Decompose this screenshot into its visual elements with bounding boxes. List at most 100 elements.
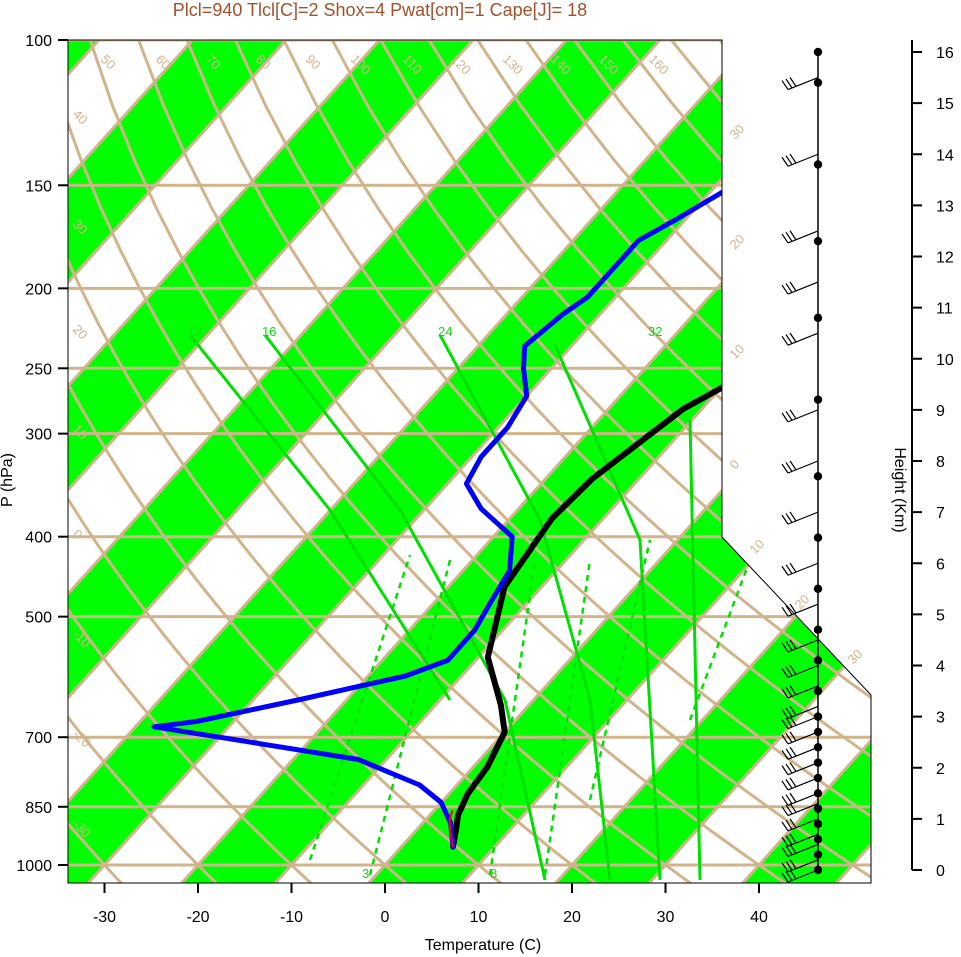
mixing-ratio-label: 12 bbox=[188, 324, 202, 339]
wind-barb-feather bbox=[781, 749, 789, 760]
wind-barb bbox=[787, 777, 819, 791]
wind-barb-feather bbox=[781, 335, 789, 346]
wind-barb-feather bbox=[789, 762, 797, 772]
wind-barb-feather bbox=[781, 284, 789, 295]
wind-barb-feather bbox=[789, 281, 797, 292]
mixing-ratio-line bbox=[553, 344, 662, 881]
y-tick-label: 500 bbox=[25, 610, 52, 627]
wind-barb-feather bbox=[789, 869, 797, 880]
isotherm-label: 40 bbox=[70, 107, 91, 128]
height-dot bbox=[813, 395, 823, 404]
wind-barb-feather bbox=[789, 153, 797, 164]
y-tick-label: 200 bbox=[25, 281, 52, 298]
mixing-ratio-label: 24 bbox=[438, 324, 452, 339]
dry-adiabat-line bbox=[234, 40, 871, 883]
wind-barb-feather bbox=[781, 872, 789, 883]
wind-barb bbox=[787, 664, 819, 679]
height-dot bbox=[813, 712, 823, 721]
height-tick-label: 4 bbox=[936, 659, 945, 676]
sounding-profiles bbox=[151, 58, 871, 850]
wind-barb bbox=[787, 802, 819, 817]
y-tick-label: 100 bbox=[25, 33, 52, 50]
dry-adiabat-line bbox=[68, 40, 714, 883]
height-dot bbox=[813, 835, 823, 844]
isotherm-line bbox=[259, 40, 871, 883]
height-tick-label: 8 bbox=[936, 454, 945, 471]
wind-barb bbox=[787, 153, 819, 167]
isotherm-line bbox=[68, 40, 228, 883]
y-tick-label: 700 bbox=[25, 730, 52, 747]
dry-adiabat-label: 20 bbox=[792, 591, 813, 612]
wind-barb bbox=[787, 281, 819, 295]
wind-barb-feather bbox=[781, 80, 789, 90]
mixing-ratio-label: 32 bbox=[648, 324, 662, 339]
mixing-ratio-label: 16 bbox=[262, 324, 276, 339]
dry-adiabat-label: 0 bbox=[727, 456, 743, 472]
wind-barb-feather bbox=[781, 606, 789, 617]
height-dot bbox=[813, 313, 823, 323]
height-dot bbox=[813, 773, 823, 783]
wind-barb-feather bbox=[781, 412, 789, 423]
wind-barb bbox=[787, 731, 819, 745]
wind-barb-feather bbox=[789, 460, 797, 471]
wind-barb-feather bbox=[785, 835, 793, 845]
height-dot bbox=[813, 584, 823, 594]
dry-adiabat-line bbox=[88, 40, 810, 883]
wind-barb-feather bbox=[781, 514, 789, 525]
height-tick-label: 9 bbox=[936, 403, 945, 420]
height-dot bbox=[813, 472, 823, 481]
height-dot bbox=[813, 625, 823, 634]
wind-barb-feather bbox=[781, 463, 789, 474]
y-tick-label: 400 bbox=[25, 530, 52, 547]
wind-barb-feather bbox=[789, 409, 797, 420]
isotherm-line bbox=[727, 40, 871, 883]
wind-barb-feather bbox=[785, 513, 793, 523]
wind-barb-feather bbox=[781, 821, 789, 832]
wind-barb-feather bbox=[781, 642, 789, 653]
wind-barb-feather bbox=[789, 777, 797, 788]
y-tick-label: 850 bbox=[25, 800, 52, 817]
x-tick-label: -30 bbox=[93, 909, 116, 926]
wind-barb-feather bbox=[781, 765, 789, 775]
mixing-ratio-dashed-line bbox=[308, 554, 412, 861]
chart-title: Plcl=940 Tlcl[C]=2 Shox=4 Pwat[cm]=1 Cap… bbox=[173, 0, 587, 20]
wind-barb-feather bbox=[781, 719, 789, 729]
wind-barb-feather bbox=[789, 859, 797, 869]
dewpoint-profile bbox=[151, 58, 871, 850]
height-axis-label: Height (Km) bbox=[891, 447, 908, 532]
wind-barb bbox=[787, 746, 819, 760]
wind-barb-feather bbox=[789, 77, 797, 87]
wind-barb bbox=[787, 869, 819, 883]
temperature-band bbox=[68, 40, 871, 883]
dry-adiabat-line bbox=[718, 40, 871, 883]
height-tick-label: 13 bbox=[936, 198, 954, 215]
height-dot bbox=[813, 743, 823, 752]
height-tick-label: 12 bbox=[936, 250, 954, 267]
wind-barb-feather bbox=[785, 763, 793, 774]
height-dot bbox=[813, 47, 823, 57]
dry-adiabat-line bbox=[282, 40, 871, 883]
x-tick-label: -10 bbox=[280, 909, 303, 926]
wind-barb-feather bbox=[781, 836, 789, 847]
wind-barb-feather bbox=[789, 562, 797, 573]
dry-adiabat-line bbox=[68, 40, 330, 883]
wind-barb bbox=[787, 843, 819, 857]
x-tick-label: 0 bbox=[381, 909, 390, 926]
wind-barb bbox=[787, 332, 819, 346]
plot-frame bbox=[67, 39, 872, 884]
wind-barb bbox=[787, 639, 819, 653]
wind-barb-feather bbox=[781, 862, 789, 873]
wind-barb-feather bbox=[781, 668, 789, 678]
wind-barb-feather bbox=[785, 78, 793, 89]
x-tick-label: 30 bbox=[657, 909, 675, 926]
wind-barb-feather bbox=[785, 845, 793, 856]
wind-barb bbox=[787, 603, 819, 617]
temperature-profile bbox=[450, 61, 871, 850]
height-tick-label: 5 bbox=[936, 607, 945, 624]
wind-barb-feather bbox=[789, 639, 797, 650]
wind-barb-feather bbox=[781, 806, 789, 816]
height-dot bbox=[813, 758, 823, 767]
height-dot bbox=[813, 819, 823, 829]
mixing-ratio-label: 3 bbox=[362, 866, 369, 881]
wind-barb-feather bbox=[785, 779, 793, 789]
